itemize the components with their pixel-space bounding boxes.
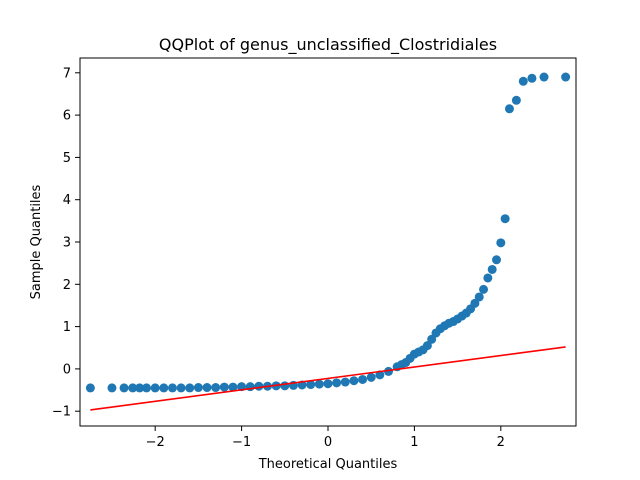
y-tick-label: 7 <box>63 66 71 81</box>
reference-line <box>90 346 566 411</box>
data-point <box>211 383 221 393</box>
plot-area <box>85 72 571 411</box>
y-tick-label: 4 <box>63 193 71 208</box>
data-point <box>219 382 229 392</box>
data-point <box>280 381 290 391</box>
data-point <box>483 273 493 283</box>
y-tick-label: 2 <box>63 278 71 293</box>
x-axis: −2 −1 0 1 2 <box>146 426 505 450</box>
data-point <box>202 383 212 393</box>
data-point <box>193 383 203 393</box>
data-point <box>159 383 169 393</box>
data-point <box>504 104 514 114</box>
data-point <box>366 372 376 382</box>
data-point <box>427 334 437 344</box>
data-point <box>135 383 145 393</box>
data-point <box>539 72 549 82</box>
data-point <box>561 72 571 82</box>
data-point <box>487 264 497 274</box>
data-point <box>142 383 152 393</box>
y-axis: −1 0 1 2 3 4 5 6 7 <box>52 66 80 420</box>
y-axis-label: Sample Quantiles <box>29 184 44 299</box>
data-point <box>527 73 537 83</box>
data-point <box>479 284 489 294</box>
x-tick-label: 0 <box>324 435 332 450</box>
data-point <box>306 380 316 390</box>
data-point <box>107 383 117 393</box>
data-point <box>167 383 177 393</box>
data-point <box>358 374 368 384</box>
data-point <box>492 255 501 265</box>
data-point <box>474 292 484 302</box>
data-point <box>349 376 359 386</box>
data-point <box>150 383 160 393</box>
y-tick-label: 5 <box>63 151 71 166</box>
data-point <box>85 383 95 393</box>
y-tick-label: 1 <box>63 320 71 335</box>
data-point <box>332 378 342 388</box>
x-tick-label: 1 <box>410 435 418 450</box>
data-point <box>511 95 521 105</box>
y-tick-label: 6 <box>63 109 71 124</box>
data-point <box>422 341 432 351</box>
data-point <box>228 382 238 392</box>
data-point <box>119 383 129 393</box>
data-point <box>314 379 324 389</box>
chart-title: QQPlot of genus_unclassified_Clostridial… <box>159 35 497 55</box>
data-point <box>518 76 528 86</box>
x-tick-label: −2 <box>146 435 165 450</box>
data-point <box>470 298 480 308</box>
data-point <box>383 366 393 376</box>
data-point <box>185 383 195 393</box>
x-tick-label: −1 <box>232 435 251 450</box>
data-point <box>496 238 506 248</box>
data-point <box>323 379 333 389</box>
y-tick-label: 0 <box>63 362 71 377</box>
data-point <box>254 381 264 391</box>
data-point <box>128 383 138 393</box>
x-tick-label: 2 <box>497 435 505 450</box>
x-axis-label: Theoretical Quantiles <box>258 457 398 472</box>
data-point <box>340 377 350 387</box>
data-point <box>500 214 510 224</box>
y-tick-label: 3 <box>63 236 71 251</box>
y-tick-label: −1 <box>52 405 71 420</box>
data-point <box>176 383 186 393</box>
